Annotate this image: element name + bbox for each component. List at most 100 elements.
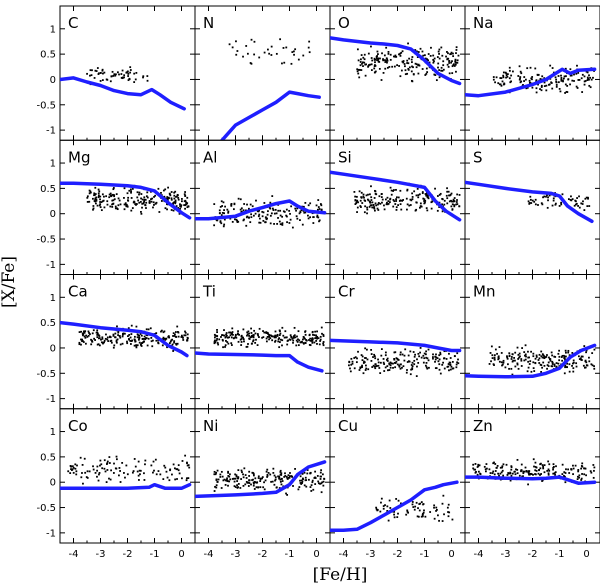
data-point <box>157 339 160 342</box>
data-point <box>380 501 382 504</box>
data-point <box>258 56 261 59</box>
data-point <box>514 473 517 476</box>
data-point <box>517 367 520 370</box>
data-point <box>381 52 383 55</box>
data-point <box>514 351 517 354</box>
data-point <box>252 481 255 484</box>
data-point <box>377 60 380 63</box>
data-point <box>316 335 319 338</box>
data-point <box>389 53 392 56</box>
data-point <box>97 334 100 336</box>
panel-plot-area <box>465 64 597 98</box>
y-tick-label: 0 <box>50 478 56 489</box>
data-point <box>98 204 101 207</box>
data-point <box>282 334 285 337</box>
data-point <box>250 327 252 330</box>
data-point <box>532 361 535 364</box>
data-point <box>123 203 126 206</box>
data-point <box>493 364 495 367</box>
data-point <box>246 331 249 334</box>
x-tick-label: 0 <box>313 549 319 560</box>
data-point <box>524 344 527 347</box>
data-point <box>432 353 434 356</box>
data-point <box>526 67 529 70</box>
data-point <box>520 72 523 75</box>
data-point <box>162 336 165 339</box>
data-point <box>111 203 113 206</box>
data-point <box>455 201 458 203</box>
x-tick-label: -3 <box>231 549 241 560</box>
data-point <box>363 58 366 61</box>
data-point <box>406 72 409 75</box>
data-point <box>562 77 565 80</box>
data-point <box>267 48 269 51</box>
data-point <box>528 79 531 82</box>
data-point <box>143 196 146 199</box>
data-point <box>301 480 304 483</box>
element-label: Si <box>338 148 352 166</box>
data-point <box>151 197 154 200</box>
data-point <box>450 365 453 368</box>
data-point <box>220 222 223 225</box>
data-point <box>125 205 128 208</box>
data-point <box>300 483 303 485</box>
data-point <box>497 355 500 358</box>
element-label: Mn <box>473 283 495 301</box>
data-point <box>384 61 387 63</box>
data-point <box>94 197 97 200</box>
data-point <box>217 343 220 346</box>
data-point <box>502 359 505 362</box>
data-point <box>370 69 373 71</box>
data-point <box>376 59 379 62</box>
data-point <box>235 218 238 221</box>
data-point <box>276 335 279 337</box>
data-point <box>279 214 282 217</box>
data-point <box>406 62 409 64</box>
data-point <box>223 329 225 331</box>
data-point <box>354 356 357 359</box>
data-point <box>259 221 262 224</box>
data-point <box>176 193 179 196</box>
data-point <box>416 515 419 518</box>
data-point <box>543 77 546 80</box>
data-point <box>447 190 450 193</box>
data-point <box>257 215 260 218</box>
data-point <box>516 468 519 471</box>
data-point <box>274 476 277 479</box>
data-point <box>360 206 362 208</box>
element-label: Al <box>203 148 217 166</box>
x-tick-label: -2 <box>528 549 538 560</box>
data-point <box>408 57 411 60</box>
data-point <box>322 480 325 483</box>
data-point <box>140 193 143 195</box>
data-point <box>245 216 248 219</box>
data-point <box>423 509 425 512</box>
data-point <box>539 467 542 470</box>
data-point <box>115 340 118 343</box>
data-point <box>488 468 491 471</box>
data-point <box>499 77 502 79</box>
data-point <box>495 466 498 469</box>
data-point <box>238 333 240 336</box>
data-point <box>543 464 546 467</box>
data-point <box>543 195 546 198</box>
data-point <box>227 342 230 345</box>
data-point <box>441 502 444 505</box>
data-point <box>411 198 414 201</box>
data-point <box>371 206 374 209</box>
data-point <box>115 73 117 76</box>
data-point <box>585 349 588 352</box>
data-point <box>496 465 499 467</box>
data-point <box>441 197 444 200</box>
data-point <box>383 363 386 365</box>
data-point <box>139 343 142 346</box>
data-point <box>456 199 458 201</box>
data-point <box>108 462 111 464</box>
data-point <box>419 47 422 50</box>
data-point <box>586 79 589 82</box>
data-point <box>277 217 279 219</box>
data-point <box>219 473 222 476</box>
data-point <box>385 203 388 206</box>
data-point <box>108 193 111 196</box>
data-point <box>304 331 306 333</box>
